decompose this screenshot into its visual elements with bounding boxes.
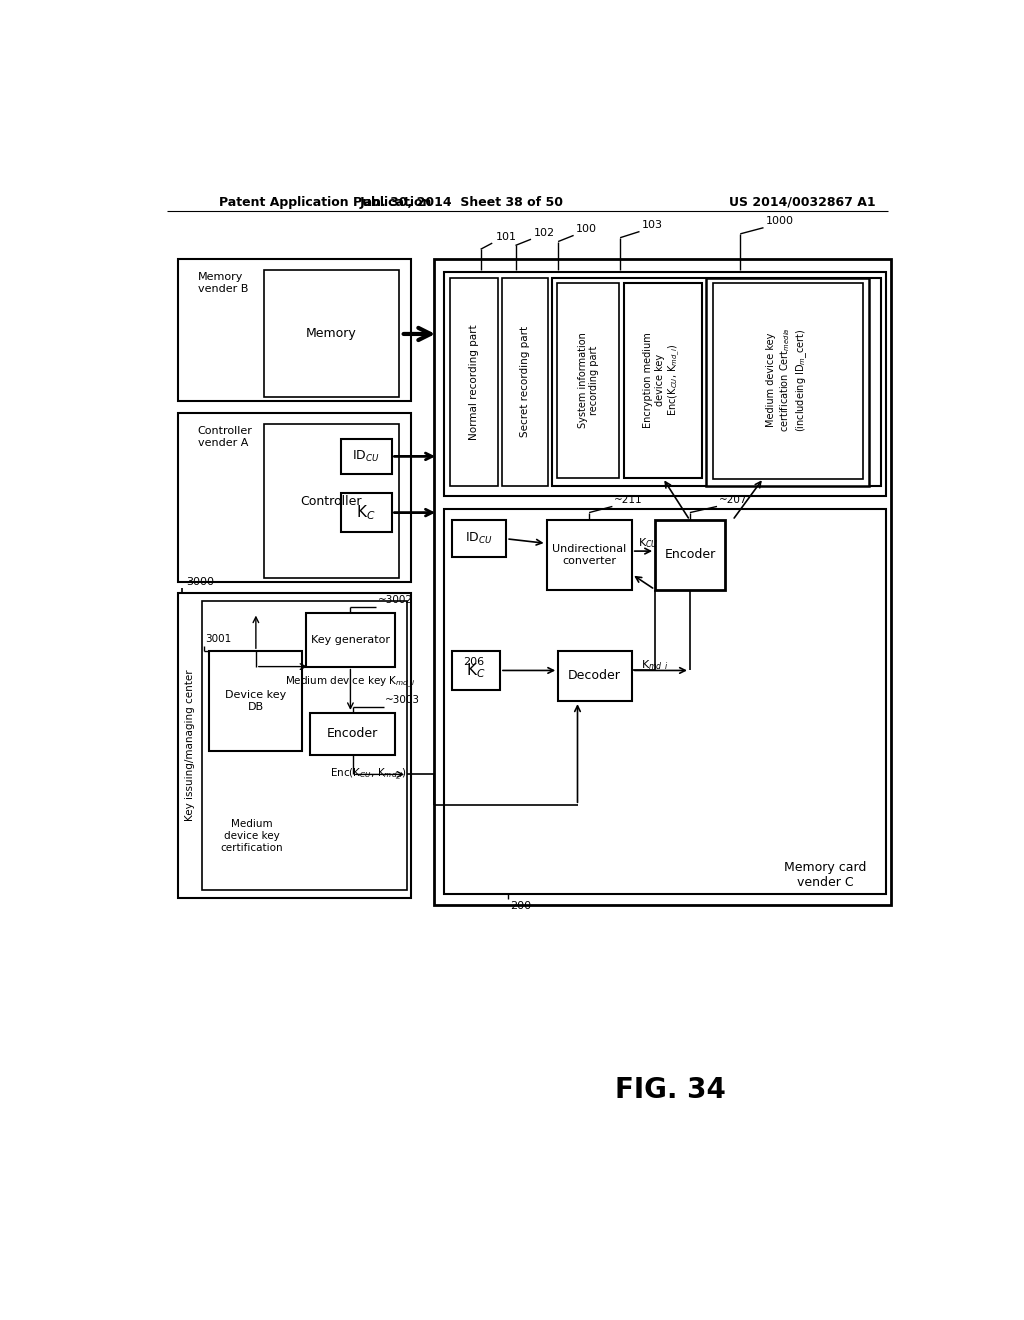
Bar — [444, 508, 886, 894]
Text: Key issuing/managing center: Key issuing/managing center — [185, 669, 195, 821]
Text: K$_{md\_i}$: K$_{md\_i}$ — [641, 659, 669, 675]
Text: 200: 200 — [510, 900, 531, 911]
Text: ~3002: ~3002 — [378, 595, 413, 605]
Text: Encryption medium
device key
Enc(K$_{CU}$, K$_{md\_i}$): Encryption medium device key Enc(K$_{CU}… — [643, 333, 682, 428]
Bar — [624, 284, 701, 478]
Bar — [558, 651, 632, 701]
Bar — [713, 284, 862, 479]
Bar — [209, 651, 302, 751]
Bar — [547, 520, 632, 590]
Text: 100: 100 — [575, 224, 597, 234]
Bar — [263, 271, 399, 397]
Text: Memory card
vender C: Memory card vender C — [784, 861, 866, 888]
Bar — [502, 277, 548, 486]
Text: Encoder: Encoder — [665, 548, 716, 561]
Bar — [202, 601, 407, 890]
Text: 1000: 1000 — [766, 216, 794, 226]
Text: Medium
device key
certification: Medium device key certification — [221, 820, 284, 853]
Text: Key generator: Key generator — [311, 635, 390, 644]
Text: Medium device key
certification Cert$_{media}$
(includeing ID$_m$_cert): Medium device key certification Cert$_{m… — [766, 327, 809, 433]
Bar — [444, 272, 886, 496]
Text: 3001: 3001 — [206, 635, 231, 644]
Text: Normal recording part: Normal recording part — [469, 323, 478, 440]
Bar — [450, 277, 498, 486]
Bar — [341, 494, 391, 532]
Text: Patent Application Publication: Patent Application Publication — [219, 195, 432, 209]
Text: ID$_{CU}$: ID$_{CU}$ — [352, 449, 380, 463]
Bar — [452, 651, 500, 689]
Text: Encoder: Encoder — [327, 727, 379, 741]
Text: Device key
DB: Device key DB — [225, 690, 287, 711]
Text: Memory
vender B: Memory vender B — [198, 272, 248, 294]
Text: 102: 102 — [535, 228, 555, 238]
Bar — [306, 612, 395, 667]
Text: Secret recording part: Secret recording part — [520, 326, 529, 437]
Text: US 2014/0032867 A1: US 2014/0032867 A1 — [729, 195, 876, 209]
Text: ~207: ~207 — [719, 495, 748, 506]
Bar — [341, 440, 391, 474]
Text: ~3003: ~3003 — [385, 696, 420, 705]
Bar — [434, 259, 891, 906]
Text: Memory: Memory — [306, 327, 356, 341]
Bar — [263, 424, 399, 578]
Bar — [655, 520, 725, 590]
Text: Decoder: Decoder — [568, 669, 621, 682]
Text: Controller: Controller — [300, 495, 361, 508]
Text: K$_{CU}$: K$_{CU}$ — [638, 536, 658, 550]
Text: 3000: 3000 — [186, 577, 214, 586]
Text: Undirectional
converter: Undirectional converter — [552, 544, 627, 566]
Text: System information
recording part: System information recording part — [578, 333, 599, 428]
Text: K$_C$: K$_C$ — [356, 503, 376, 521]
Text: Enc(K$_{CU}$, K$_{md\_i}$): Enc(K$_{CU}$, K$_{md\_i}$) — [330, 767, 407, 781]
Text: 101: 101 — [496, 231, 517, 242]
Bar — [452, 520, 506, 557]
Bar — [178, 594, 411, 898]
Text: Jan. 30, 2014  Sheet 38 of 50: Jan. 30, 2014 Sheet 38 of 50 — [359, 195, 563, 209]
Text: ~211: ~211 — [614, 495, 642, 506]
Text: K$_C$: K$_C$ — [466, 661, 485, 680]
Bar — [552, 277, 881, 486]
Bar — [557, 284, 620, 478]
Text: 206: 206 — [463, 657, 484, 668]
Bar — [707, 277, 869, 486]
Text: FIG. 34: FIG. 34 — [615, 1076, 726, 1104]
Bar — [178, 259, 411, 401]
Text: 103: 103 — [642, 220, 663, 230]
Bar — [178, 413, 411, 582]
Text: Controller
vender A: Controller vender A — [198, 426, 253, 447]
Text: ID$_{CU}$: ID$_{CU}$ — [465, 531, 493, 546]
Text: Medium device key K$_{md\_i}$: Medium device key K$_{md\_i}$ — [286, 675, 416, 689]
Bar — [310, 713, 395, 755]
